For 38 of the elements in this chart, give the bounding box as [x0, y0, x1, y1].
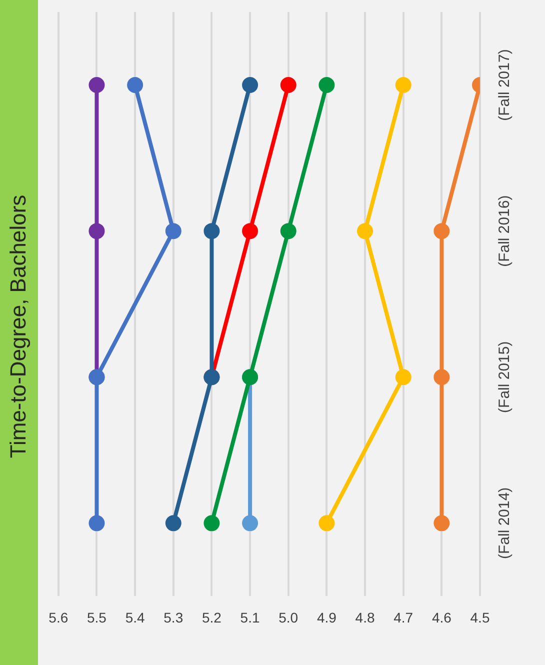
point — [242, 223, 258, 240]
x-tick-label: 5.6 — [48, 609, 68, 626]
point — [434, 515, 450, 532]
point — [434, 369, 450, 386]
y-tick-label: (Fall 2016) — [496, 195, 514, 267]
point — [280, 223, 296, 240]
point — [88, 515, 105, 532]
x-tick-label: 5.2 — [202, 609, 222, 626]
x-tick-label: 4.8 — [355, 609, 375, 626]
point — [357, 223, 374, 240]
point — [204, 223, 220, 240]
x-tick-label: 5.3 — [164, 609, 184, 626]
x-tick-label: 4.6 — [432, 609, 452, 626]
y-tick-label: (Fall 2014) — [496, 487, 514, 560]
point — [395, 369, 412, 386]
y-tick-label: (Fall 2017) — [496, 49, 514, 121]
x-tick-label: 4.5 — [470, 609, 490, 626]
point — [280, 77, 296, 94]
point — [242, 77, 258, 94]
y-tick-label: (Fall 2015) — [496, 341, 514, 413]
point — [165, 515, 182, 532]
point — [88, 223, 105, 240]
point — [318, 77, 335, 94]
point — [318, 515, 335, 532]
point — [395, 77, 412, 94]
point — [127, 77, 144, 94]
text: Time-to-Degree, Bachelors — [5, 194, 30, 458]
x-tick-label: 4.7 — [394, 609, 414, 626]
x-tick-label: 5.1 — [240, 609, 260, 626]
point — [434, 223, 450, 240]
point — [242, 515, 258, 532]
point — [204, 515, 220, 532]
point — [88, 77, 105, 94]
point — [165, 223, 182, 240]
x-tick-label: 5.5 — [86, 609, 107, 626]
x-tick-label: 5.0 — [278, 609, 298, 626]
x-tick-label: 5.4 — [125, 609, 145, 626]
x-tick-label: 4.9 — [316, 609, 337, 626]
